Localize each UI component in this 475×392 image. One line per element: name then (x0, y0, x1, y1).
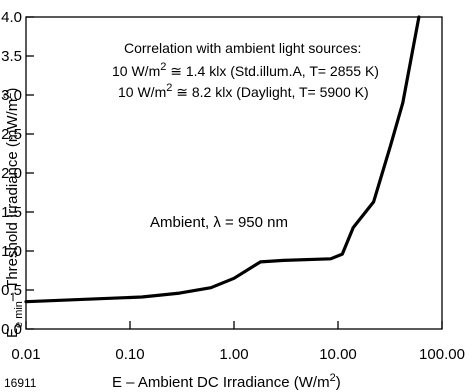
y-tick-label: 0.0 (1, 321, 22, 338)
y-tick-label: 3.5 (1, 48, 22, 65)
figure-id: 16911 (4, 376, 37, 390)
annotation-correlation-title: Correlation with ambient light sources: (124, 40, 361, 56)
curve-label: Ambient, λ = 950 nm (150, 214, 288, 231)
y-tick-label: 3.0 (1, 87, 22, 104)
annotation-line-1-sup: 2 (160, 61, 166, 73)
annotation-line-1: 10 W/m2 ≅ 1.4 klx (Std.illum.A, T= 2855 … (112, 61, 379, 79)
y-tick-label: 1.0 (1, 243, 22, 260)
annotation-line-2-post: ≅ 8.2 klx (Daylight, T= 5900 K) (172, 84, 368, 100)
y-axis-label-pre: E (4, 328, 21, 338)
x-axis-ticks: 0.01 0.10 1.00 10.00 100.00 (11, 321, 465, 363)
x-tick-label: 10.00 (319, 346, 357, 363)
y-axis-label: Ee min– Threshold Irradiance (mW/m2) (2, 88, 25, 338)
x-tick-label: 100.00 (419, 346, 465, 363)
x-axis-label: E – Ambient DC Irradiance (W/m2) (112, 372, 341, 391)
y-tick-label: 1.5 (1, 204, 22, 221)
series-line (24, 15, 421, 304)
annotation-line-2-sup: 2 (166, 82, 172, 94)
annotation-line-1-post: ≅ 1.4 klx (Std.illum.A, T= 2855 K) (166, 63, 379, 79)
y-tick-label: 0.5 (1, 282, 22, 299)
y-axis-label-main: – Threshold Irradiance (mW/m (4, 99, 21, 301)
annotation-line-1-pre: 10 W/m (112, 63, 160, 79)
annotation-line-2-pre: 10 W/m (118, 84, 166, 100)
y-tick-label: 4.0 (1, 9, 22, 26)
x-axis-label-main: E – Ambient DC Irradiance (W/m (112, 374, 330, 391)
x-axis-label-sup: 2 (330, 372, 336, 384)
y-tick-label: 2.5 (1, 126, 22, 143)
annotation-line-2: 10 W/m2 ≅ 8.2 klx (Daylight, T= 5900 K) (118, 82, 369, 100)
y-axis-label-sup: 2 (2, 93, 14, 99)
y-axis-label-tail: ) (4, 88, 21, 93)
y-axis-ticks: 0.0 0.5 1.0 1.5 2.0 2.5 3.0 3.5 4.0 (1, 9, 34, 338)
x-tick-label: 1.00 (219, 346, 248, 363)
x-axis-label-tail: ) (336, 374, 341, 391)
y-tick-label: 2.0 (1, 165, 22, 182)
x-tick-label: 0.10 (115, 346, 144, 363)
x-tick-label: 0.01 (11, 346, 40, 363)
y-axis-label-sub: e min (13, 301, 25, 328)
